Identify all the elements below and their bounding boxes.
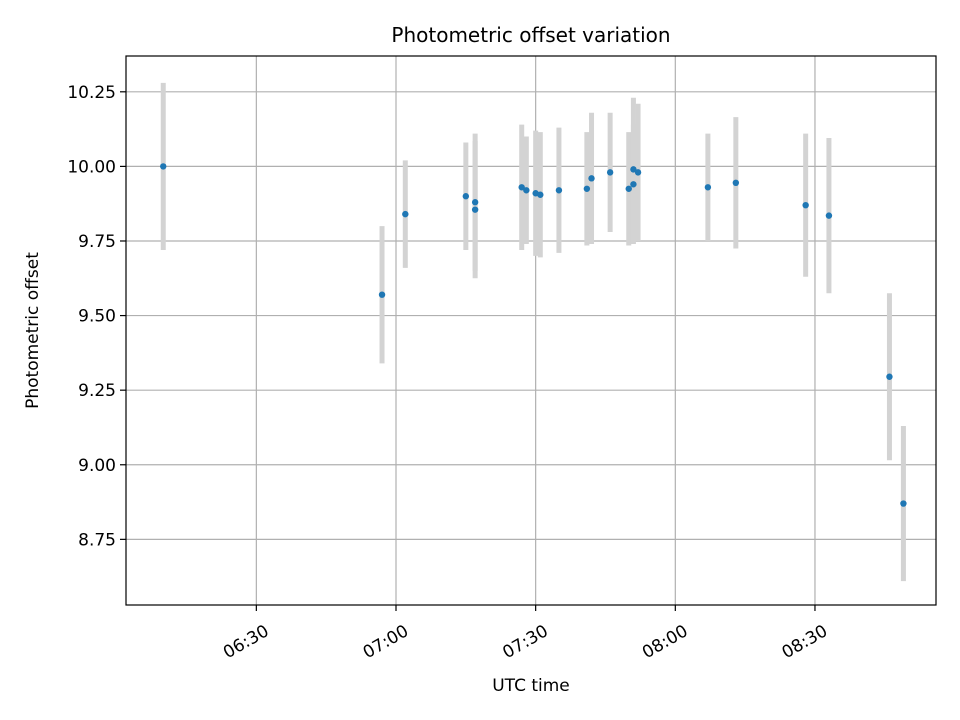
data-points [160,163,907,507]
x-tick-label: 08:30 [779,621,831,663]
data-point [555,187,563,194]
y-tick-label: 9.50 [78,307,116,327]
x-tick-label: 08:00 [639,621,691,663]
grid-lines [126,56,936,605]
y-axis-ticks: 8.75 9.00 9.25 9.50 9.75 10.00 10.25 [67,83,126,550]
data-point [462,193,470,200]
y-tick-label: 9.25 [78,381,116,401]
chart-title: Photometric offset variation [391,23,670,47]
data-point [471,206,479,213]
x-axis-ticks: 06:30 07:00 07:30 08:00 08:30 [220,605,831,663]
y-axis-title: Photometric offset [23,252,43,409]
data-point [588,175,595,182]
data-point [704,184,712,191]
data-point [518,184,525,191]
x-tick-label: 06:30 [220,621,272,663]
error-bars [160,82,906,582]
y-tick-label: 10.25 [67,83,116,103]
data-point [886,373,893,380]
data-point [537,191,544,198]
data-point [630,166,637,173]
x-tick-label: 07:30 [499,621,551,663]
data-point [900,500,907,507]
data-point [732,179,740,187]
data-point [402,210,409,218]
data-point [630,181,637,188]
data-point [160,163,167,170]
data-point [802,201,809,209]
data-point [583,185,591,192]
data-point [625,185,632,192]
data-point [634,169,642,176]
data-point [606,169,614,176]
data-point [378,291,386,298]
x-axis-title: UTC time [492,676,570,696]
y-tick-label: 9.75 [78,232,116,252]
x-tick-label: 07:00 [360,621,412,663]
plot-area-frame [125,55,937,606]
data-point [825,212,833,219]
y-tick-label: 10.00 [67,157,116,177]
y-tick-label: 9.00 [78,456,116,476]
data-point [523,187,530,194]
y-tick-label: 8.75 [78,530,116,550]
data-point [471,199,479,206]
